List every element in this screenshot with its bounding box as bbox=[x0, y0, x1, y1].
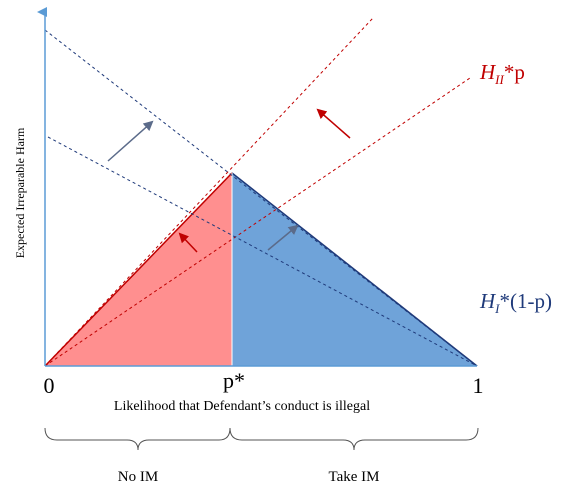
x-axis-label: Likelihood that Defendant’s conduct is i… bbox=[114, 399, 370, 414]
hi-shift-arrow-upper bbox=[107, 120, 154, 162]
hi-line-label: HI*(1-p) bbox=[479, 289, 552, 316]
brace-right-label: Take IM bbox=[328, 469, 379, 485]
tick-one: 1 bbox=[473, 373, 484, 398]
hii-solid-edge bbox=[44, 172, 233, 367]
brace-left-label: No IM bbox=[118, 469, 158, 485]
hii-shift-arrow-lower bbox=[178, 232, 198, 253]
hii-line-label: HII*p bbox=[479, 60, 525, 87]
tick-pstar: p* bbox=[223, 368, 245, 393]
y-axis-label: Expected Irreparable Harm bbox=[13, 127, 27, 258]
hii-dashed-line-steep bbox=[44, 17, 374, 367]
tick-zero: 0 bbox=[44, 373, 55, 398]
brace-right bbox=[229, 427, 479, 451]
hii-dashed-line-shallow bbox=[44, 77, 471, 367]
hi-solid-edge bbox=[231, 172, 478, 367]
hi-shift-arrow-lower bbox=[267, 224, 299, 251]
hi-dashed-line-high bbox=[44, 29, 478, 367]
brace-left bbox=[44, 427, 231, 451]
hii-shift-arrow-upper bbox=[316, 108, 351, 139]
